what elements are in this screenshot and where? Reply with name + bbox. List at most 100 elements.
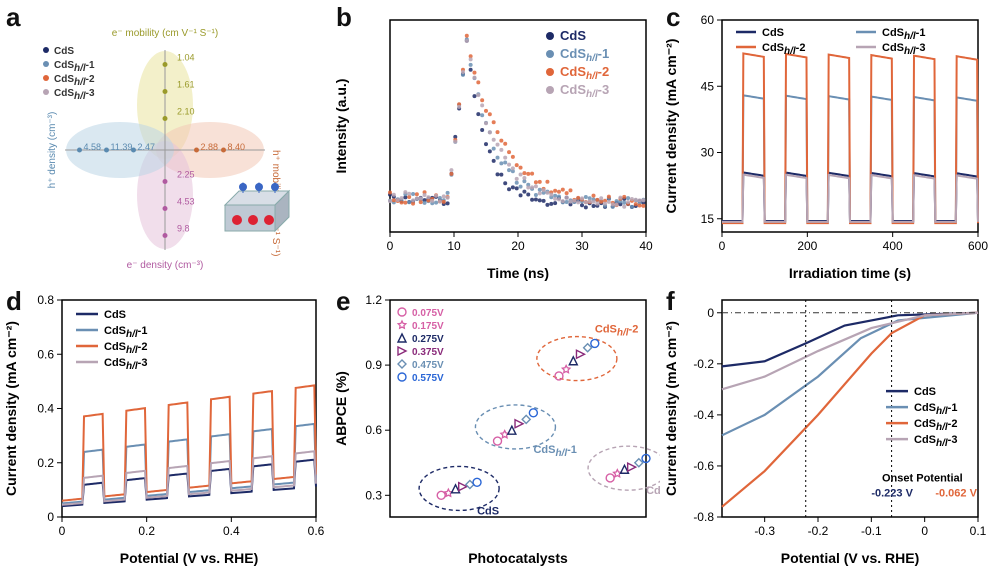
svg-text:45: 45 [701,79,715,93]
svg-text:CdSh/l-3: CdSh/l-3 [104,357,147,372]
svg-text:Current density (mA cm⁻²): Current density (mA cm⁻²) [3,321,19,496]
panel-b-label: b [336,2,352,33]
panel-c-svg: 020040060015304560Irradiation time (s)Cu… [660,0,992,284]
svg-text:0.8: 0.8 [37,293,54,307]
svg-text:CdSh/l-3: CdSh/l-3 [54,88,95,102]
svg-text:CdS: CdS [762,27,784,39]
svg-text:30: 30 [575,239,589,253]
svg-text:0.2: 0.2 [37,456,54,470]
svg-text:CdS: CdS [104,309,126,321]
svg-text:-0.062 V: -0.062 V [935,488,977,500]
svg-text:Potential (V vs. RHE): Potential (V vs. RHE) [781,550,919,566]
svg-text:Photocatalysts: Photocatalysts [468,550,568,566]
svg-text:0.075V: 0.075V [412,308,444,319]
svg-text:0.6: 0.6 [37,347,54,361]
svg-text:CdS: CdS [914,386,936,398]
svg-text:1.2: 1.2 [365,293,382,307]
panel-d-label: d [6,286,22,317]
svg-text:1.04: 1.04 [177,53,195,63]
svg-text:4.58: 4.58 [84,142,102,152]
svg-text:Current density (mA cm⁻²): Current density (mA cm⁻²) [663,39,679,214]
svg-text:Time (ns): Time (ns) [487,265,549,281]
panel-d-svg: 00.20.40.600.20.40.60.8Potential (V vs. … [0,284,330,569]
svg-text:-0.2: -0.2 [808,524,829,538]
svg-text:2.25: 2.25 [177,170,195,180]
panel-e: e 0.30.60.91.2PhotocatalystsABPCE (%)0.0… [330,284,660,569]
panel-f-label: f [666,286,675,317]
svg-text:CdSh/l-2: CdSh/l-2 [762,42,805,57]
svg-text:0.4: 0.4 [223,524,240,538]
svg-text:11.39: 11.39 [111,142,133,152]
svg-text:0.2: 0.2 [138,524,155,538]
svg-text:0: 0 [707,306,714,320]
panel-b: b 0 10 20 30 40 Time (ns) Intensity (a.u.) CdS C… [330,0,660,284]
svg-text:0.1: 0.1 [970,524,987,538]
svg-text:CdS: CdS [54,46,74,57]
panel-e-svg: 0.30.60.91.2PhotocatalystsABPCE (%)0.075… [330,284,660,569]
panel-f-svg: -0.3-0.2-0.100.1-0.8-0.6-0.4-0.20Potenti… [660,284,992,569]
svg-text:400: 400 [883,239,903,253]
svg-text:CdSh/l-2: CdSh/l-2 [560,64,609,82]
svg-text:Intensity (a.u.): Intensity (a.u.) [333,79,349,174]
svg-text:CdSh/l-3: CdSh/l-3 [882,42,925,57]
svg-text:0.475V: 0.475V [412,360,444,371]
svg-text:CdSh/l-2: CdSh/l-2 [54,74,95,88]
svg-text:-0.223 V: -0.223 V [871,488,913,500]
svg-text:CdSh/l-3: CdSh/l-3 [646,485,660,500]
panel-e-label: e [336,286,350,317]
svg-text:60: 60 [701,13,715,27]
svg-text:9.8: 9.8 [177,224,190,234]
svg-text:0.6: 0.6 [365,423,382,437]
svg-text:30: 30 [701,146,715,160]
panel-b-svg: 0 10 20 30 40 Time (ns) Intensity (a.u.) CdS CdS… [330,0,660,284]
svg-text:-0.2: -0.2 [693,357,714,371]
svg-text:2.88: 2.88 [201,142,219,152]
svg-text:600: 600 [968,239,988,253]
svg-text:0: 0 [719,239,726,253]
svg-text:ABPCE (%): ABPCE (%) [333,371,349,446]
svg-text:-0.1: -0.1 [861,524,882,538]
panel-d: d 00.20.40.600.20.40.60.8Potential (V vs… [0,284,330,569]
svg-text:0.9: 0.9 [365,358,382,372]
svg-text:CdS: CdS [560,28,586,43]
svg-text:0.375V: 0.375V [412,347,444,358]
svg-text:2.47: 2.47 [138,142,156,152]
svg-text:e⁻ density (cm⁻³): e⁻ density (cm⁻³) [127,260,204,271]
svg-text:CdSh/l-3: CdSh/l-3 [560,82,609,100]
svg-text:0.6: 0.6 [308,524,325,538]
svg-text:0.275V: 0.275V [412,334,444,345]
svg-text:CdSh/l-1: CdSh/l-1 [560,46,609,64]
svg-text:h⁺ density (cm⁻³): h⁺ density (cm⁻³) [47,112,58,189]
svg-text:8.40: 8.40 [228,142,246,152]
svg-text:CdSh/l-1: CdSh/l-1 [104,325,147,340]
svg-text:Onset Potential: Onset Potential [882,472,963,484]
svg-text:Irradiation time (s): Irradiation time (s) [789,265,911,281]
svg-text:-0.4: -0.4 [693,408,714,422]
svg-text:-0.8: -0.8 [693,510,714,524]
svg-text:Current density (mA cm⁻²): Current density (mA cm⁻²) [663,321,679,496]
svg-text:0: 0 [387,239,394,253]
svg-text:0.175V: 0.175V [412,321,444,332]
panel-a: a e⁻ mobility (cm V⁻¹ S⁻¹)h⁺ mobility (c… [0,0,330,284]
svg-text:CdS: CdS [477,505,499,517]
svg-text:CdSh/l-1: CdSh/l-1 [882,27,925,42]
svg-text:40: 40 [639,239,653,253]
svg-text:CdSh/l-2: CdSh/l-2 [104,341,147,356]
svg-text:1.61: 1.61 [177,80,195,90]
svg-text:-0.6: -0.6 [693,459,714,473]
svg-text:CdSh/l-2: CdSh/l-2 [595,324,638,339]
panel-c: c 020040060015304560Irradiation time (s)… [660,0,992,284]
figure-root: a e⁻ mobility (cm V⁻¹ S⁻¹)h⁺ mobility (c… [0,0,992,569]
svg-text:15: 15 [701,212,715,226]
svg-text:-0.3: -0.3 [754,524,775,538]
svg-text:CdSh/l-1: CdSh/l-1 [54,60,95,74]
svg-text:CdSh/l-1: CdSh/l-1 [533,444,576,459]
svg-text:CdSh/l-2: CdSh/l-2 [914,418,957,433]
svg-text:0: 0 [47,510,54,524]
svg-text:10: 10 [447,239,461,253]
svg-text:Potential (V vs. RHE): Potential (V vs. RHE) [120,550,258,566]
svg-text:20: 20 [511,239,525,253]
svg-text:0: 0 [921,524,928,538]
panel-a-svg: e⁻ mobility (cm V⁻¹ S⁻¹)h⁺ mobility (cm … [0,0,330,284]
svg-text:0: 0 [59,524,66,538]
